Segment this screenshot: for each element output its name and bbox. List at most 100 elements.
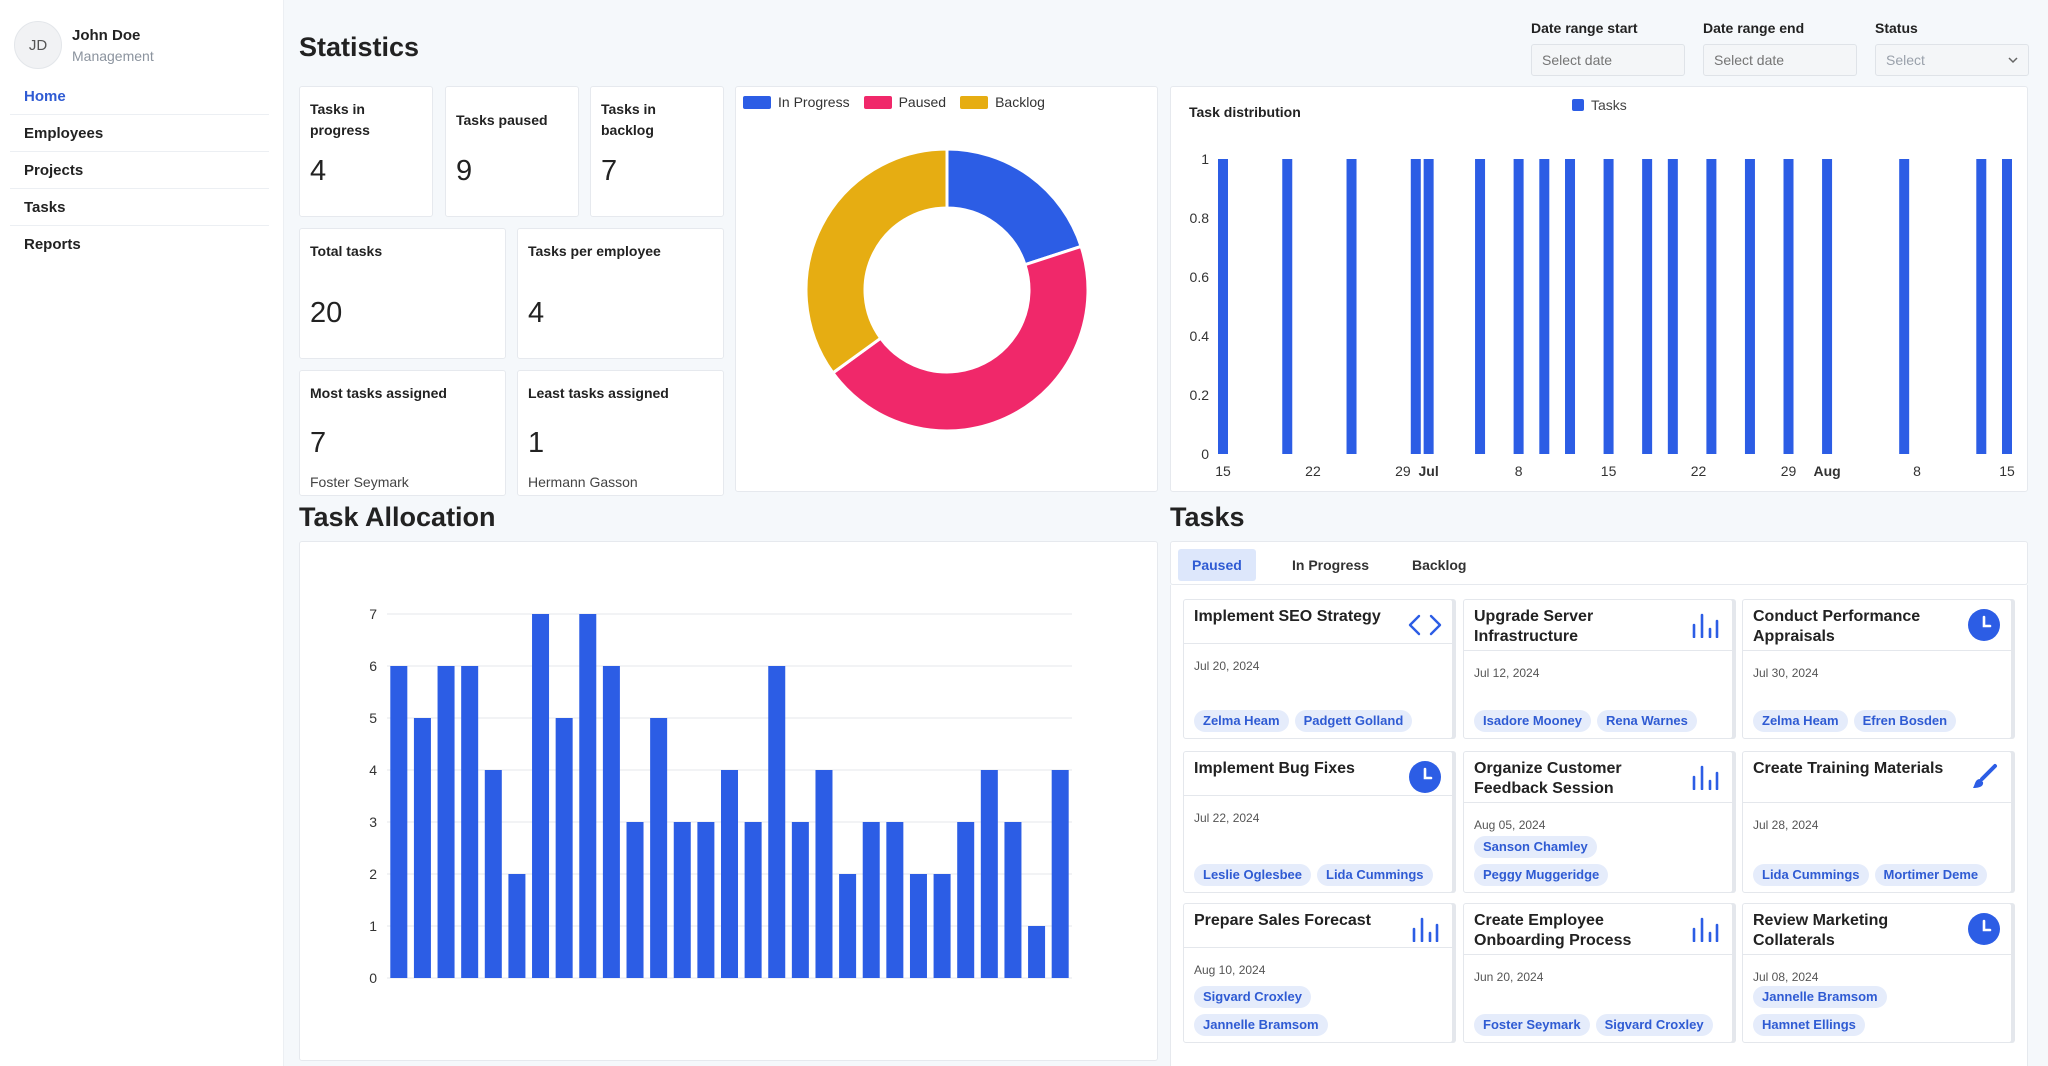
user-role: Management <box>72 47 154 64</box>
assignee-tag[interactable]: Jannelle Bramsom <box>1753 986 1887 1008</box>
donut-slice-backlog[interactable] <box>804 147 949 375</box>
date-range-end-input[interactable] <box>1703 44 1857 76</box>
task-card[interactable]: Review Marketing Collaterals Jul 08, 2024… <box>1742 903 2012 1043</box>
distribution-bar[interactable] <box>1783 159 1794 454</box>
allocation-bar[interactable] <box>862 822 880 978</box>
assignee-tag[interactable]: Sanson Chamley <box>1474 836 1597 858</box>
legend-item-paused[interactable]: Paused <box>863 94 946 110</box>
user-profile[interactable]: JD John Doe Management <box>0 0 283 76</box>
assignee-tag[interactable]: Sigvard Croxley <box>1194 986 1311 1008</box>
allocation-bar[interactable] <box>768 666 786 978</box>
allocation-bar[interactable] <box>602 666 620 978</box>
allocation-bar[interactable] <box>791 822 809 978</box>
assignee-tag[interactable]: Lida Cummings <box>1317 864 1433 886</box>
distribution-bar[interactable] <box>1513 159 1524 454</box>
allocation-bar[interactable] <box>413 718 431 978</box>
stat-value: 9 <box>456 155 473 187</box>
allocation-bar[interactable] <box>839 874 857 978</box>
distribution-bar[interactable] <box>1423 159 1434 454</box>
allocation-bar[interactable] <box>909 874 927 978</box>
task-card[interactable]: Organize Customer Feedback Session Aug 05… <box>1463 751 1733 893</box>
distribution-bar[interactable] <box>1603 159 1614 454</box>
task-card[interactable]: Implement Bug Fixes Jul 22, 2024 Leslie Og… <box>1183 751 1453 893</box>
allocation-bar[interactable] <box>933 874 951 978</box>
allocation-bar[interactable] <box>650 718 668 978</box>
assignee-tag[interactable]: Zelma Heam <box>1753 710 1848 732</box>
assignee-tag[interactable]: Rena Warnes <box>1596 710 1697 732</box>
allocation-bar[interactable] <box>508 874 526 978</box>
assignee-tag[interactable]: Foster Seymark <box>1474 1014 1590 1036</box>
donut-slice-in-progress[interactable] <box>945 147 1083 267</box>
allocation-bar[interactable] <box>1004 822 1022 978</box>
status-select[interactable]: Select <box>1875 44 2029 76</box>
legend-swatch <box>743 95 771 109</box>
assignee-tag[interactable]: Efren Bosden <box>1853 710 1957 732</box>
allocation-bar[interactable] <box>437 666 455 978</box>
distribution-bar[interactable] <box>1539 159 1550 454</box>
allocation-bar[interactable] <box>1051 770 1069 978</box>
distribution-bar[interactable] <box>1410 159 1421 454</box>
assignee-tag[interactable]: Hamnet Ellings <box>1753 1014 1865 1036</box>
allocation-bar[interactable] <box>697 822 715 978</box>
distribution-bar[interactable] <box>1346 159 1357 454</box>
x-tick-label: Aug <box>1813 463 1840 479</box>
sidebar-item-home[interactable]: Home <box>10 78 269 115</box>
allocation-bar[interactable] <box>957 822 975 978</box>
assignee-tag[interactable]: Lida Cummings <box>1753 864 1869 886</box>
allocation-bar[interactable] <box>744 822 762 978</box>
sidebar-item-tasks[interactable]: Tasks <box>10 189 269 226</box>
allocation-bar[interactable] <box>1028 926 1046 978</box>
allocation-bar[interactable] <box>390 666 408 978</box>
assignee-tag[interactable]: Peggy Muggeridge <box>1474 864 1609 886</box>
distribution-bar[interactable] <box>1218 159 1228 454</box>
donut-slice-paused[interactable] <box>830 244 1090 433</box>
legend-item-backlog[interactable]: Backlog <box>960 94 1045 110</box>
allocation-bar[interactable] <box>980 770 998 978</box>
task-card[interactable]: Conduct Performance Appraisals Jul 30, 20… <box>1742 599 2012 739</box>
task-title: Conduct Performance Appraisals <box>1753 608 1921 645</box>
task-card[interactable]: Create Training Materials Jul 28, 2024 Lid… <box>1742 751 2012 893</box>
assignee-tag[interactable]: Isadore Mooney <box>1474 710 1591 732</box>
distribution-bar[interactable] <box>1282 159 1293 454</box>
allocation-bar[interactable] <box>555 718 573 978</box>
distribution-bar[interactable] <box>2002 159 2012 454</box>
allocation-bar[interactable] <box>579 614 597 978</box>
allocation-bar[interactable] <box>626 822 644 978</box>
distribution-bar[interactable] <box>1475 159 1486 454</box>
allocation-bar[interactable] <box>484 770 502 978</box>
allocation-bar[interactable] <box>886 822 904 978</box>
assignee-tag[interactable]: Padgett Golland <box>1294 710 1413 732</box>
allocation-bar[interactable] <box>461 666 479 978</box>
task-card[interactable]: Upgrade Server Infrastructure Jul 12, 202… <box>1463 599 1733 739</box>
tab-in-progress[interactable]: In Progress <box>1292 557 1370 573</box>
sidebar-item-reports[interactable]: Reports <box>24 236 81 253</box>
assignee-tag[interactable]: Sigvard Croxley <box>1595 1014 1713 1036</box>
task-card[interactable]: Create Employee Onboarding Process Jun 20… <box>1463 903 1733 1043</box>
distribution-bar[interactable] <box>1899 159 1910 454</box>
distribution-bar[interactable] <box>1706 159 1717 454</box>
legend-item-in-progress[interactable]: In Progress <box>743 94 850 110</box>
distribution-bar[interactable] <box>1565 159 1576 454</box>
assignee-tag[interactable]: Zelma Heam <box>1194 710 1289 732</box>
tab-paused[interactable]: Paused <box>1178 549 1256 581</box>
allocation-bar[interactable] <box>673 822 691 978</box>
distribution-bar[interactable] <box>1744 159 1755 454</box>
date-range-start-input[interactable] <box>1531 44 1685 76</box>
task-card[interactable]: Prepare Sales Forecast Aug 10, 2024 Sigvar… <box>1183 903 1453 1043</box>
task-date: Aug 10, 2024 <box>1194 963 1266 977</box>
allocation-bar[interactable] <box>720 770 739 978</box>
allocation-bar[interactable] <box>532 614 550 978</box>
distribution-bar[interactable] <box>1822 159 1833 454</box>
sidebar-item-projects[interactable]: Projects <box>10 152 269 189</box>
assignee-tag[interactable]: Jannelle Bramsom <box>1194 1014 1328 1036</box>
distribution-bar[interactable] <box>1642 159 1653 454</box>
assignee-tag[interactable]: Leslie Oglesbee <box>1194 864 1311 886</box>
tab-backlog[interactable]: Backlog <box>1412 557 1467 573</box>
distribution-bar[interactable] <box>1667 159 1678 454</box>
task-card[interactable]: Implement SEO Strategy Jul 20, 2024 Zelma … <box>1183 599 1453 739</box>
stat-label: Tasks per employee <box>528 243 661 259</box>
distribution-bar[interactable] <box>1976 159 1987 454</box>
allocation-bar[interactable] <box>815 770 833 978</box>
sidebar-item-employees[interactable]: Employees <box>10 115 269 152</box>
assignee-tag[interactable]: Mortimer Deme <box>1874 864 1988 886</box>
